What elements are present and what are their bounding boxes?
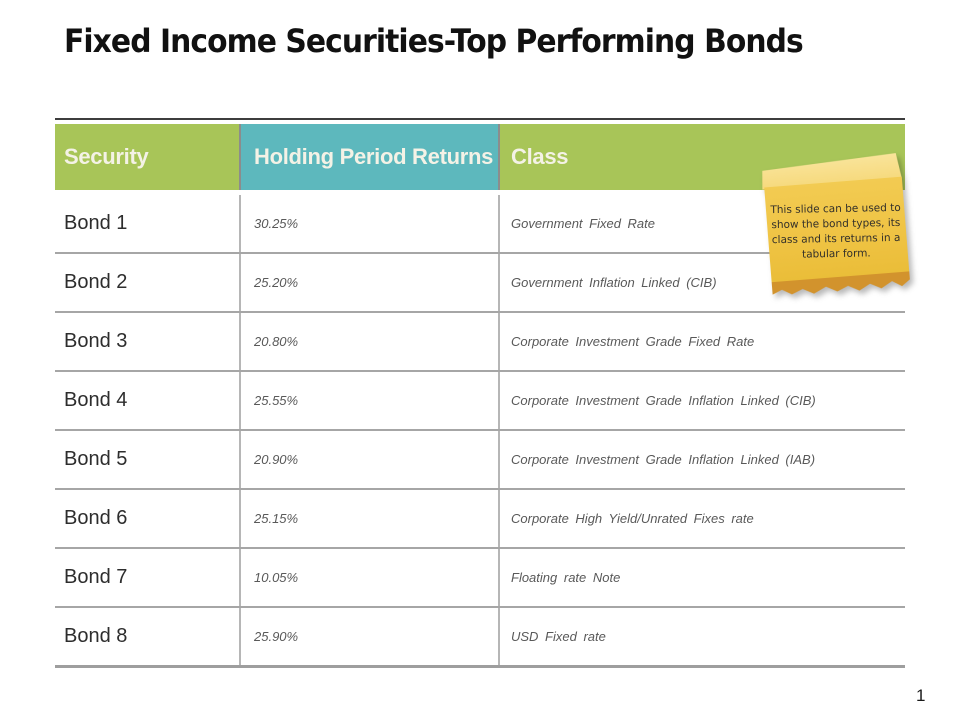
class-value: Corporate Investment Grade Inflation Lin… xyxy=(511,452,816,467)
class-value: Corporate High Yield/Unrated Fixes rate xyxy=(511,511,754,526)
returns-value: 25.20% xyxy=(254,275,299,290)
returns-value: 20.90% xyxy=(254,452,299,467)
column-header-holding-period-returns: Holding Period Returns xyxy=(241,124,500,190)
class-value: Corporate Investment Grade Fixed Rate xyxy=(511,334,755,349)
returns-value: 30.25% xyxy=(254,216,299,231)
cell-returns: 20.90% xyxy=(241,431,500,488)
table-header-row: Security Holding Period Returns Class xyxy=(55,124,905,190)
table-row: Bond 7 10.05% Floating rate Note xyxy=(55,549,905,608)
cell-returns: 25.15% xyxy=(241,490,500,547)
returns-value: 10.05% xyxy=(254,570,299,585)
sticky-note-text: This slide can be used to show the bond … xyxy=(770,201,901,261)
column-header-security: Security xyxy=(55,124,241,190)
table-row: Bond 4 25.55% Corporate Investment Grade… xyxy=(55,372,905,431)
returns-value: 20.80% xyxy=(254,334,299,349)
cell-class: Government Fixed Rate xyxy=(500,195,905,252)
table-row: Bond 8 25.90% USD Fixed rate xyxy=(55,608,905,668)
table-row: Bond 2 25.20% Government Inflation Linke… xyxy=(55,254,905,313)
cell-returns: 30.25% xyxy=(241,195,500,252)
page-number: 1 xyxy=(916,686,926,705)
table-top-border xyxy=(55,118,905,120)
slide-title: Fixed Income Securities-Top Performing B… xyxy=(64,22,804,60)
class-value: USD Fixed rate xyxy=(511,629,606,644)
table-body: Bond 1 30.25% Government Fixed Rate Bond… xyxy=(55,195,905,668)
class-value: Government Inflation Linked (CIB) xyxy=(511,275,717,290)
class-value: Government Fixed Rate xyxy=(511,216,656,231)
cell-returns: 20.80% xyxy=(241,313,500,370)
cell-class: Corporate Investment Grade Fixed Rate xyxy=(500,313,905,370)
cell-security: Bond 1 xyxy=(55,195,241,252)
sticky-note: This slide can be used to show the bond … xyxy=(764,158,908,308)
cell-security: Bond 7 xyxy=(55,549,241,606)
table-row: Bond 3 20.80% Corporate Investment Grade… xyxy=(55,313,905,372)
cell-returns: 10.05% xyxy=(241,549,500,606)
cell-class: USD Fixed rate xyxy=(500,608,905,665)
table-row: Bond 1 30.25% Government Fixed Rate xyxy=(55,195,905,254)
cell-class: Government Inflation Linked (CIB) xyxy=(500,254,905,311)
class-value: Floating rate Note xyxy=(511,570,621,585)
cell-class: Corporate Investment Grade Inflation Lin… xyxy=(500,372,905,429)
table-row: Bond 6 25.15% Corporate High Yield/Unrat… xyxy=(55,490,905,549)
bonds-table: Security Holding Period Returns Class Bo… xyxy=(55,118,905,668)
cell-class: Floating rate Note xyxy=(500,549,905,606)
returns-value: 25.90% xyxy=(254,629,299,644)
class-value: Corporate Investment Grade Inflation Lin… xyxy=(511,393,816,408)
cell-security: Bond 3 xyxy=(55,313,241,370)
cell-security: Bond 6 xyxy=(55,490,241,547)
cell-security: Bond 4 xyxy=(55,372,241,429)
cell-returns: 25.55% xyxy=(241,372,500,429)
cell-class: Corporate Investment Grade Inflation Lin… xyxy=(500,431,905,488)
returns-value: 25.55% xyxy=(254,393,299,408)
cell-returns: 25.90% xyxy=(241,608,500,665)
cell-security: Bond 8 xyxy=(55,608,241,665)
returns-value: 25.15% xyxy=(254,511,299,526)
cell-security: Bond 2 xyxy=(55,254,241,311)
cell-security: Bond 5 xyxy=(55,431,241,488)
cell-class: Corporate High Yield/Unrated Fixes rate xyxy=(500,490,905,547)
cell-returns: 25.20% xyxy=(241,254,500,311)
table-row: Bond 5 20.90% Corporate Investment Grade… xyxy=(55,431,905,490)
